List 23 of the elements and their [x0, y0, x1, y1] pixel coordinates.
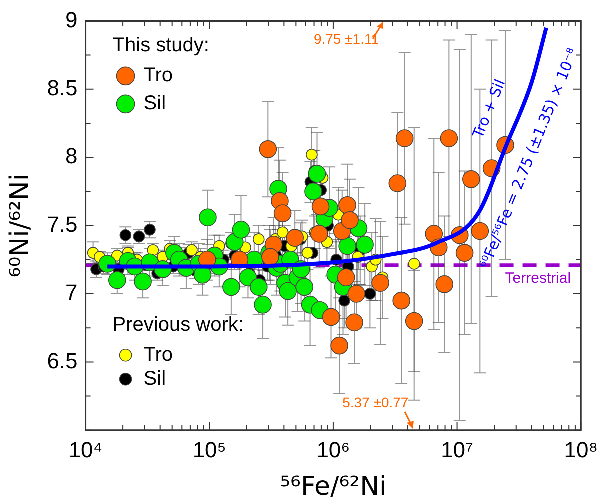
x-tick-label: 10⁸ [564, 438, 598, 463]
x-tick-label: 10⁶ [316, 438, 350, 463]
annotation: 5.37 ±0.77 [342, 394, 409, 410]
legend-label: Tro [144, 344, 174, 366]
y-tick-label: 7.5 [47, 212, 78, 237]
ref-line-label: Terrestrial [505, 270, 572, 287]
y-axis-title: ⁶⁰Ni/⁶²Ni [5, 174, 36, 278]
y-tick-label: 7 [66, 280, 78, 306]
annotation: 9.75 ±1.11 [314, 31, 380, 48]
legend-label: Sil [144, 92, 166, 115]
x-tick-label: 10⁴ [68, 438, 103, 463]
y-tick-label: 8 [66, 144, 78, 169]
legend-label: Tro [144, 64, 174, 87]
x-tick-label: 10⁵ [192, 438, 226, 463]
x-tick-label: 10⁷ [441, 438, 474, 463]
y-tick-label: 9 [66, 7, 78, 32]
text: Tro + Sil [468, 76, 510, 142]
y-tick-label: 6.5 [47, 348, 78, 374]
y-tick-label: 8.5 [47, 75, 78, 100]
annotation: Previous work: [112, 314, 244, 336]
x-axis-title: ⁵⁶Fe/⁶²Ni [280, 472, 387, 502]
legend-label: Sil [144, 368, 166, 390]
annotation: This study: [112, 34, 210, 57]
